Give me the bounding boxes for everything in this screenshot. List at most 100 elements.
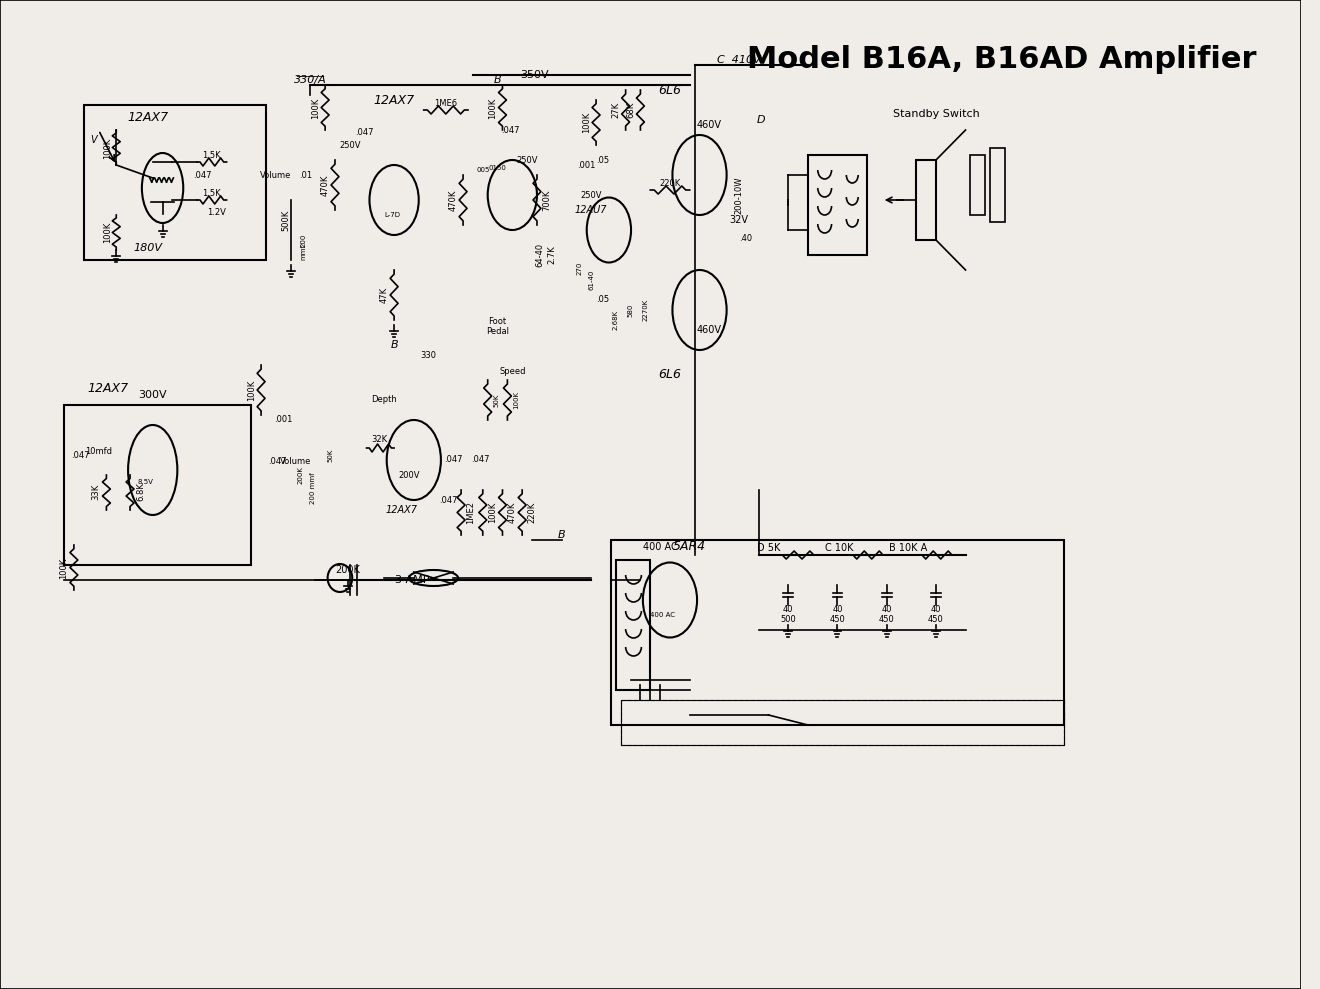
- Text: 10mfd: 10mfd: [84, 447, 112, 457]
- Text: 460V: 460V: [697, 120, 722, 130]
- Text: B: B: [494, 75, 502, 85]
- Text: 100K: 100K: [59, 558, 69, 579]
- Text: 450: 450: [879, 615, 895, 624]
- Text: .047: .047: [440, 495, 458, 504]
- Text: V: V: [90, 135, 96, 145]
- Text: .001: .001: [577, 160, 595, 169]
- Text: 1.2V: 1.2V: [207, 208, 226, 217]
- Text: .05: .05: [597, 155, 610, 164]
- Text: 350V: 350V: [520, 70, 548, 80]
- Bar: [616, 560, 651, 690]
- Text: 250V: 250V: [339, 140, 360, 149]
- Text: C 10K: C 10K: [825, 543, 854, 553]
- Text: 1.5K: 1.5K: [202, 150, 222, 159]
- Text: C  410V: C 410V: [717, 55, 760, 65]
- Text: 12AX7: 12AX7: [385, 505, 418, 515]
- Text: 250V: 250V: [581, 191, 602, 200]
- Text: Foot: Foot: [488, 317, 507, 326]
- Text: 500: 500: [780, 615, 796, 624]
- Bar: [990, 148, 1005, 222]
- Text: 100K: 100K: [310, 97, 319, 119]
- Text: 400 AC: 400 AC: [643, 542, 677, 552]
- Text: 1ME6: 1ME6: [434, 99, 457, 108]
- Text: 200V: 200V: [399, 471, 420, 480]
- Text: B 10K A: B 10K A: [890, 543, 928, 553]
- Text: 6L6: 6L6: [659, 369, 681, 382]
- Text: 2270K: 2270K: [643, 299, 648, 321]
- Text: 12AU7: 12AU7: [576, 205, 607, 215]
- Text: 40: 40: [783, 605, 793, 614]
- Text: 400 AC: 400 AC: [649, 612, 675, 618]
- Text: B: B: [558, 530, 565, 540]
- Text: 6.8K: 6.8K: [136, 483, 145, 501]
- Text: 1.5K: 1.5K: [202, 189, 222, 198]
- Text: 200 mmf: 200 mmf: [310, 472, 317, 503]
- Text: 27K: 27K: [611, 102, 620, 118]
- Text: 12AX7: 12AX7: [88, 382, 129, 395]
- Text: B: B: [391, 340, 397, 350]
- Text: 32K: 32K: [371, 435, 387, 444]
- Text: 5AR4: 5AR4: [673, 541, 706, 554]
- Text: 50K: 50K: [494, 394, 499, 406]
- Text: 580: 580: [627, 304, 634, 316]
- Text: 40: 40: [882, 605, 892, 614]
- Text: 005: 005: [477, 167, 490, 173]
- Text: .01: .01: [298, 170, 312, 179]
- Text: 100K: 100K: [582, 112, 591, 133]
- Text: 8.5V: 8.5V: [137, 479, 153, 485]
- Text: L-7D: L-7D: [384, 212, 400, 218]
- Text: mmf: mmf: [301, 244, 306, 260]
- Text: 33K: 33K: [91, 484, 100, 500]
- Text: 200K: 200K: [297, 466, 304, 484]
- Text: .047: .047: [355, 128, 374, 136]
- Text: .047: .047: [471, 456, 490, 465]
- Text: _____: _____: [296, 67, 325, 77]
- Text: 40: 40: [931, 605, 941, 614]
- Text: 450: 450: [928, 615, 944, 624]
- Bar: [65, 405, 251, 565]
- Text: 460V: 460V: [697, 325, 722, 335]
- Text: 6L6: 6L6: [659, 83, 681, 97]
- Text: 200-10W: 200-10W: [734, 176, 743, 214]
- Text: .047: .047: [444, 456, 462, 465]
- Text: 300V: 300V: [139, 390, 168, 400]
- Text: 500K: 500K: [281, 210, 290, 230]
- Text: .001: .001: [275, 415, 293, 424]
- Text: Volume: Volume: [280, 458, 312, 467]
- Text: .047: .047: [268, 458, 286, 467]
- Text: 1ME2: 1ME2: [466, 500, 475, 523]
- Text: 50K: 50K: [327, 448, 333, 462]
- Text: .047: .047: [502, 126, 520, 135]
- Text: 32V: 32V: [730, 215, 748, 225]
- Text: 47K: 47K: [380, 287, 389, 303]
- Text: 250V: 250V: [516, 155, 537, 164]
- Text: Standby Switch: Standby Switch: [894, 109, 979, 119]
- Text: 700K: 700K: [543, 189, 552, 211]
- Text: 100K: 100K: [247, 380, 256, 401]
- Text: 12AX7: 12AX7: [127, 111, 169, 124]
- Text: 0150: 0150: [488, 165, 507, 171]
- Text: .05: .05: [597, 296, 610, 305]
- Text: 450: 450: [829, 615, 845, 624]
- Text: 220K: 220K: [528, 501, 536, 522]
- Text: Model B16A, B16AD Amplifier: Model B16A, B16AD Amplifier: [747, 45, 1257, 74]
- Text: Speed: Speed: [499, 368, 525, 377]
- Text: 470K: 470K: [508, 501, 517, 523]
- Text: 100K: 100K: [513, 391, 519, 409]
- Text: .047: .047: [71, 451, 90, 460]
- Text: D: D: [756, 115, 764, 125]
- Text: 330/A: 330/A: [294, 75, 327, 85]
- Text: 180V: 180V: [133, 243, 162, 253]
- Bar: [970, 155, 985, 215]
- Text: 470K: 470K: [449, 189, 458, 211]
- Text: 100K: 100K: [103, 222, 112, 242]
- Text: 200: 200: [301, 233, 306, 246]
- Text: D 5K: D 5K: [756, 543, 780, 553]
- Bar: [611, 540, 1064, 725]
- Text: 12AX7: 12AX7: [374, 94, 414, 107]
- Text: 100K: 100K: [488, 501, 498, 522]
- Bar: [83, 105, 267, 260]
- Text: .40: .40: [739, 233, 752, 242]
- Bar: [916, 160, 936, 240]
- Text: 64-40: 64-40: [536, 243, 544, 267]
